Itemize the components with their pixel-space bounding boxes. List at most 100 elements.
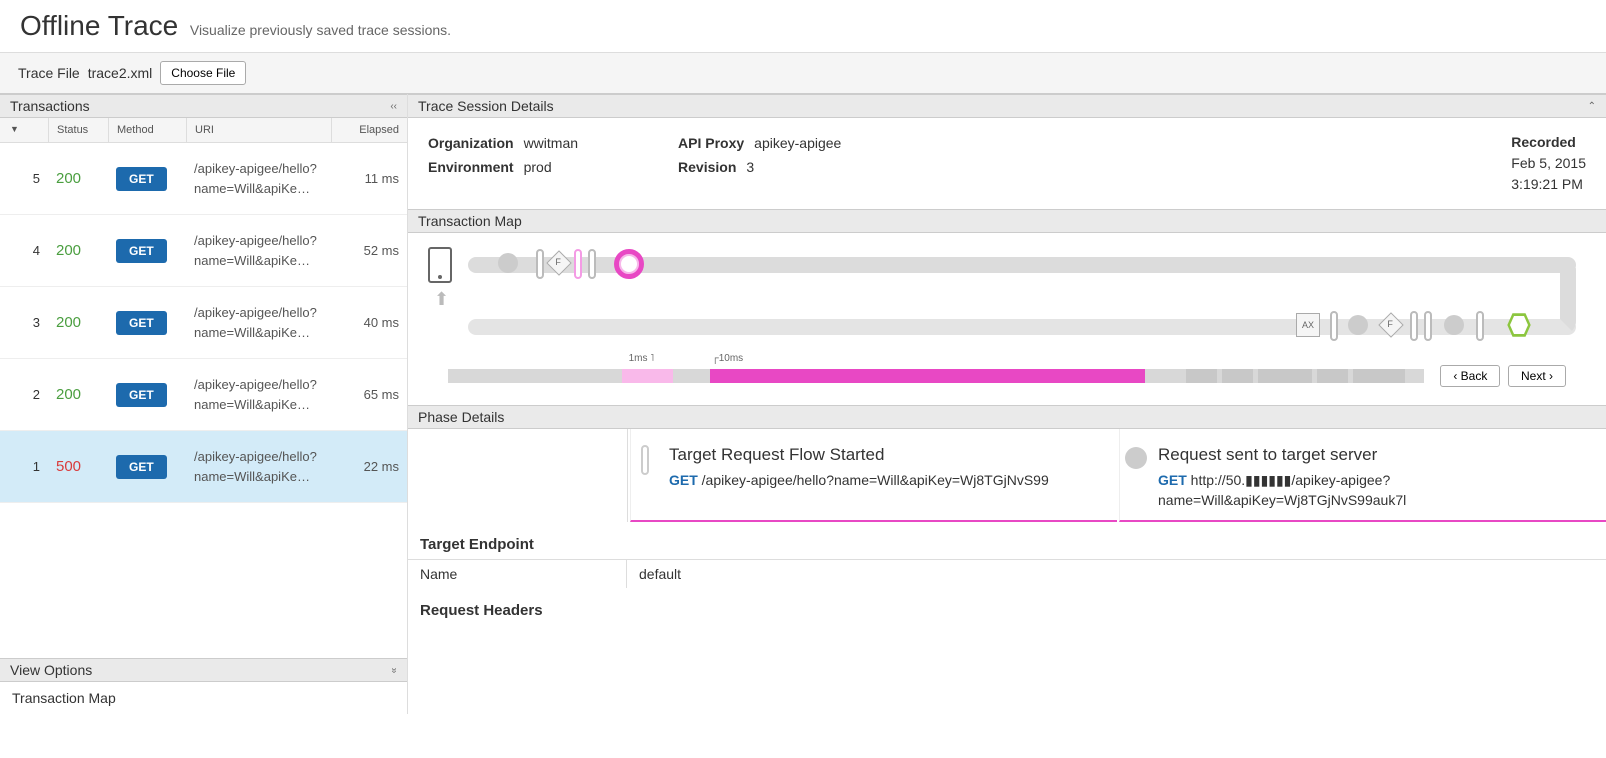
tx-index: 4 (0, 237, 48, 264)
map-node[interactable]: F (550, 249, 568, 272)
timeline-segment (710, 369, 1145, 383)
timeline-segment (1258, 369, 1312, 383)
tx-method: GET (108, 449, 186, 485)
map-node[interactable] (1348, 311, 1368, 335)
method-badge: GET (116, 383, 167, 407)
choose-file-button[interactable]: Choose File (160, 61, 246, 85)
name-value: default (626, 560, 1606, 588)
session-info: Organizationwwitman Environmentprod API … (408, 118, 1606, 209)
sort-icon[interactable]: ▼ (10, 124, 19, 134)
phase-spacer (408, 429, 628, 522)
collapse-left-icon[interactable]: ‹‹ (390, 101, 397, 112)
transaction-map: ⬆ F AX F (428, 245, 1586, 355)
map-node[interactable] (574, 249, 582, 282)
map-node[interactable] (1410, 311, 1418, 344)
tx-status: 200 (48, 380, 108, 409)
transaction-row[interactable]: 1500GET/apikey-apigee/hello?name=Will&ap… (0, 431, 407, 503)
org-value: wwitman (524, 132, 578, 156)
tx-elapsed: 40 ms (331, 309, 407, 336)
map-node[interactable] (1424, 311, 1432, 344)
view-options-header[interactable]: View Options » (0, 658, 407, 682)
trace-file-name: trace2.xml (88, 65, 153, 81)
col-status[interactable]: Status (48, 118, 108, 142)
tx-elapsed: 11 ms (331, 165, 407, 192)
tx-status: 500 (48, 452, 108, 481)
view-option-item: Transaction Map (12, 690, 116, 706)
timeline-segment (1186, 369, 1217, 383)
phase-heading: Target Request Flow Started (669, 445, 1099, 465)
return-arrow-icon: ⬆ (434, 289, 449, 310)
tx-elapsed: 22 ms (331, 453, 407, 480)
tx-elapsed: 65 ms (331, 381, 407, 408)
back-button[interactable]: ‹ Back (1440, 365, 1500, 387)
method-badge: GET (116, 311, 167, 335)
tx-method: GET (108, 305, 186, 341)
col-elapsed[interactable]: Elapsed (331, 118, 407, 142)
tx-uri: /apikey-apigee/hello?name=Will&apiKe… (186, 369, 331, 420)
map-node[interactable] (536, 249, 544, 282)
map-node[interactable]: AX (1296, 311, 1320, 337)
rev-label: Revision (678, 156, 736, 180)
method-badge: GET (116, 239, 167, 263)
session-details-header: Trace Session Details ⌃ (408, 94, 1606, 118)
timeline-segment (1222, 369, 1253, 383)
transaction-row[interactable]: 4200 GET/apikey-apigee/hello?name=Will&ap… (0, 215, 407, 287)
timeline-segment (1353, 369, 1405, 383)
page-title: Offline Trace (20, 10, 178, 41)
transaction-row[interactable]: 5200GET/apikey-apigee/hello?name=Will&ap… (0, 143, 407, 215)
tx-index: 3 (0, 309, 48, 336)
dot-icon (1125, 447, 1147, 469)
phase-block-target-request: Target Request Flow Started GET /apikey-… (630, 429, 1117, 522)
page-header: Offline Trace Visualize previously saved… (0, 0, 1606, 53)
transaction-row[interactable]: 2200 GET/apikey-apigee/hello?name=Will&ap… (0, 359, 407, 431)
tx-uri: /apikey-apigee/hello?name=Will&apiKe… (186, 153, 331, 204)
tx-status: 200 (48, 236, 108, 265)
phase-method: GET (669, 472, 698, 488)
map-node[interactable] (498, 249, 518, 273)
session-details-title: Trace Session Details (418, 98, 554, 114)
tx-method: GET (108, 377, 186, 413)
tx-index: 1 (0, 453, 48, 480)
table-row: Name default (408, 559, 1606, 588)
timeline: 1ms ˥┌10ms (448, 369, 1424, 383)
tx-uri: /apikey-apigee/hello?name=Will&apiKe… (186, 441, 331, 492)
tx-index: 2 (0, 381, 48, 408)
phase-heading: Request sent to target server (1158, 445, 1588, 465)
timeline-label: ┌10ms (712, 353, 744, 364)
timeline-label: 1ms ˥ (629, 353, 655, 364)
phase-details-header: Phase Details (408, 405, 1606, 429)
expand-view-options-icon[interactable]: » (389, 667, 400, 673)
transactions-header: Transactions ‹‹ (0, 94, 407, 118)
trace-file-bar: Trace File trace2.xml Choose File (0, 53, 1606, 94)
org-label: Organization (428, 132, 514, 156)
transaction-map-header: Transaction Map (408, 209, 1606, 233)
phase-path: /apikey-apigee/hello?name=Will&apiKey=Wj… (702, 472, 1049, 488)
client-icon (428, 247, 452, 283)
map-node[interactable] (1476, 311, 1484, 344)
map-node[interactable] (1506, 311, 1532, 338)
trace-file-label: Trace File (18, 65, 80, 81)
map-node[interactable] (588, 249, 596, 282)
map-node[interactable] (1330, 311, 1338, 344)
next-button[interactable]: Next › (1508, 365, 1566, 387)
transaction-map-title: Transaction Map (418, 213, 522, 229)
transaction-row[interactable]: 3200GET/apikey-apigee/hello?name=Will&ap… (0, 287, 407, 359)
request-headers-section: Request Headers (408, 588, 1606, 625)
col-uri[interactable]: URI (186, 118, 331, 142)
map-node[interactable]: F (1382, 311, 1400, 334)
recorded-date: Feb 5, 2015 (1511, 153, 1586, 174)
expand-session-icon[interactable]: ⌃ (1588, 101, 1596, 112)
proxy-value: apikey-apigee (754, 132, 841, 156)
tx-uri: /apikey-apigee/hello?name=Will&apiKe… (186, 225, 331, 276)
col-method[interactable]: Method (108, 118, 186, 142)
timeline-segment (622, 369, 673, 383)
request-headers-heading: Request Headers (408, 588, 1606, 625)
name-label: Name (408, 560, 626, 588)
tx-method: GET (108, 161, 186, 197)
tx-uri: /apikey-apigee/hello?name=Will&apiKe… (186, 297, 331, 348)
map-node[interactable] (1444, 311, 1464, 335)
recorded-label: Recorded (1511, 132, 1586, 153)
recorded-time: 3:19:21 PM (1511, 174, 1586, 195)
tx-status: 200 (48, 164, 108, 193)
map-node[interactable] (614, 249, 644, 279)
